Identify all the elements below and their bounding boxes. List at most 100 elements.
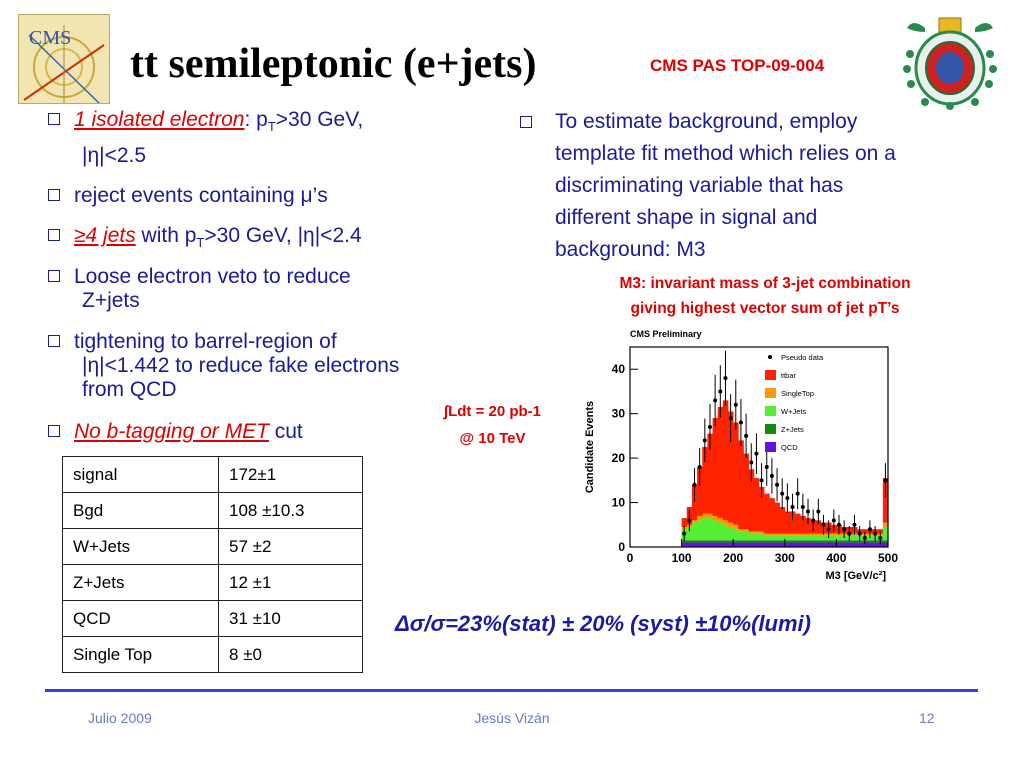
bar-wjets	[691, 522, 698, 541]
bar-ttbar	[717, 407, 724, 519]
slide-number: 12	[919, 710, 935, 726]
data-point	[682, 531, 687, 536]
x-tick-label: 300	[775, 551, 795, 565]
data-point	[862, 536, 867, 541]
plot-frame	[629, 346, 889, 548]
bar-singletop	[759, 531, 765, 534]
m3-definition: M3: invariant mass of 3-jet combination …	[540, 271, 990, 321]
bar-singletop	[712, 515, 719, 521]
bar-qcd	[764, 542, 770, 547]
legend-label: Z+Jets	[781, 425, 804, 434]
bar-zjets	[836, 540, 842, 543]
table-cell: 57 ±2	[218, 528, 363, 565]
data-point	[790, 505, 795, 509]
bar-wjets	[769, 535, 775, 541]
x-axis-label: M3 [GeV/c²]	[825, 570, 886, 582]
bar-zjets	[691, 540, 698, 543]
data-point	[764, 465, 769, 469]
bar-qcd	[738, 542, 744, 547]
bar-qcd	[784, 542, 791, 547]
data-point	[821, 522, 826, 527]
bar-ttbar	[882, 478, 889, 523]
bar-qcd	[722, 542, 729, 547]
bar-qcd	[846, 542, 853, 547]
bar-qcd	[805, 542, 811, 547]
bar-ttbar	[877, 529, 884, 534]
bar-wjets	[800, 535, 806, 541]
bar-singletop	[820, 533, 827, 536]
x-tick-label: 100	[672, 551, 692, 565]
bar-zjets	[738, 540, 744, 543]
table-row: W+Jets 57 ±2	[62, 528, 363, 565]
checkbox-bullet-icon	[520, 116, 532, 128]
legend-label: QCD	[781, 443, 798, 452]
bar-singletop	[779, 533, 786, 536]
event-yield-table: signal 172±1 Bgd 108 ±10.3 W+Jets 57 ±2 Z+J…	[62, 456, 363, 673]
bar-zjets	[743, 540, 749, 543]
bar-wjets	[764, 535, 770, 541]
bullet-line: different shape in signal and	[555, 206, 818, 229]
data-point	[780, 491, 785, 496]
bullet-text: with p	[135, 224, 197, 247]
table-cell: 108 ±10.3	[218, 492, 363, 529]
bullet-continuation: |η|<1.442 to reduce fake electrons	[82, 354, 400, 377]
bar-qcd	[877, 542, 884, 547]
data-point	[749, 460, 754, 465]
bar-zjets	[851, 540, 858, 543]
bar-ttbar	[707, 433, 713, 514]
bar-wjets	[759, 533, 765, 541]
footer-date: Julio 2009	[88, 710, 152, 726]
bar-qcd	[826, 542, 832, 547]
bar-ttbar	[784, 511, 791, 534]
y-tick-label: 0	[618, 540, 625, 554]
bullet-line: template fit method which relies on a	[555, 142, 896, 165]
bar-wjets	[836, 535, 842, 541]
bar-qcd	[728, 542, 734, 547]
bar-wjets	[738, 531, 744, 541]
data-point	[707, 425, 712, 429]
bar-zjets	[712, 540, 719, 543]
data-point	[816, 509, 821, 514]
luminosity-label: ∫Ldt = 20 pb-1 @ 10 TeV	[405, 398, 580, 452]
bar-qcd	[800, 542, 806, 547]
data-point	[842, 527, 847, 532]
x-tick-label: 0	[627, 551, 634, 565]
bar-wjets	[851, 535, 858, 541]
data-point	[718, 389, 723, 394]
data-point	[702, 438, 707, 443]
bar-wjets	[728, 527, 734, 541]
bar-wjets	[743, 531, 749, 541]
bullet-text: reject events containing μ’s	[74, 184, 328, 207]
table-cell: QCD	[62, 600, 219, 637]
bar-singletop	[774, 533, 780, 536]
bar-wjets	[795, 535, 801, 541]
checkbox-bullet-icon	[48, 189, 60, 201]
table-cell: 31 ±10	[218, 600, 363, 637]
bar-singletop	[851, 533, 858, 536]
bar-zjets	[867, 540, 873, 543]
bar-wjets	[702, 518, 708, 541]
bullet-continuation: from QCD	[82, 378, 177, 401]
bar-qcd	[681, 542, 688, 547]
bar-qcd	[774, 542, 780, 547]
bullet-text: >30 GeV, |η|<2.4	[204, 224, 362, 247]
bar-qcd	[748, 542, 755, 547]
bar-qcd	[795, 542, 801, 547]
checkbox-bullet-icon	[48, 229, 60, 241]
table-cell: Single Top	[62, 636, 219, 673]
slide-title: tt semileptonic (e+jets)	[130, 41, 537, 87]
checkbox-bullet-icon	[48, 270, 60, 282]
bar-singletop	[836, 533, 842, 536]
bar-wjets	[717, 522, 724, 541]
bullet-template-fit: To estimate background, employ template …	[515, 106, 1015, 266]
bullet-barrel-region: tightening to barrel-region of	[48, 330, 337, 354]
data-point	[883, 478, 888, 483]
bar-ttbar	[795, 513, 801, 534]
bar-zjets	[733, 540, 739, 543]
bar-zjets	[764, 540, 770, 543]
bar-qcd	[841, 542, 848, 547]
data-point	[754, 451, 759, 456]
bar-ttbar	[733, 422, 739, 525]
bullet-line: discriminating variable that has	[555, 174, 844, 197]
data-point	[738, 420, 743, 425]
